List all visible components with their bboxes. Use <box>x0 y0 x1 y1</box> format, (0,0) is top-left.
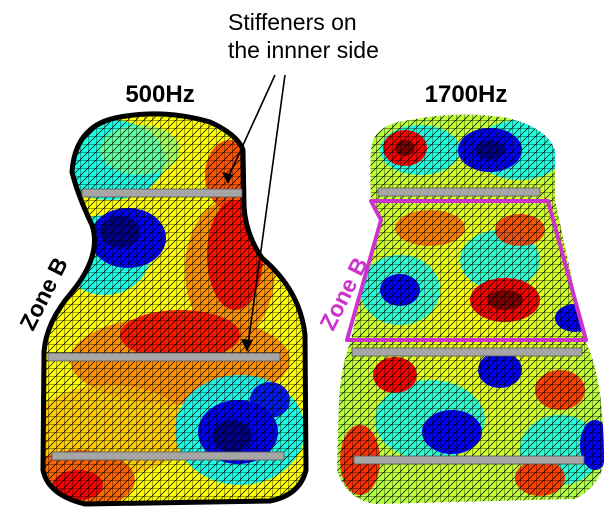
panel-title-1700hz: 1700Hz <box>425 81 508 108</box>
arrowhead-upper <box>222 172 233 184</box>
stiffener-500hz-3 <box>51 451 285 461</box>
annotation-line-2: the innner side <box>228 37 379 63</box>
stiffener-1700hz-2 <box>351 347 583 357</box>
annotation-arrows <box>222 74 286 352</box>
zone-b-1700hz-highlight <box>345 199 588 342</box>
panel-title-500hz: 500Hz <box>125 81 194 108</box>
panel-500hz <box>40 111 309 507</box>
stiffener-1700hz-3 <box>353 455 585 465</box>
stiffener-500hz-2 <box>47 352 281 362</box>
mode-shape-1700hz-outline <box>334 112 607 507</box>
stiffener-500hz-1 <box>81 188 243 198</box>
mode-shape-500hz-outline <box>40 111 309 507</box>
panel-1700hz <box>334 112 607 507</box>
arrow-line-lower <box>247 74 286 346</box>
annotation-line-1: Stiffeners on <box>228 9 357 35</box>
arrow-line-upper <box>227 74 276 179</box>
arrowhead-lower <box>241 339 253 352</box>
stiffener-1700hz-1 <box>377 187 541 197</box>
mode-shape-1700hz-fill <box>336 113 605 505</box>
